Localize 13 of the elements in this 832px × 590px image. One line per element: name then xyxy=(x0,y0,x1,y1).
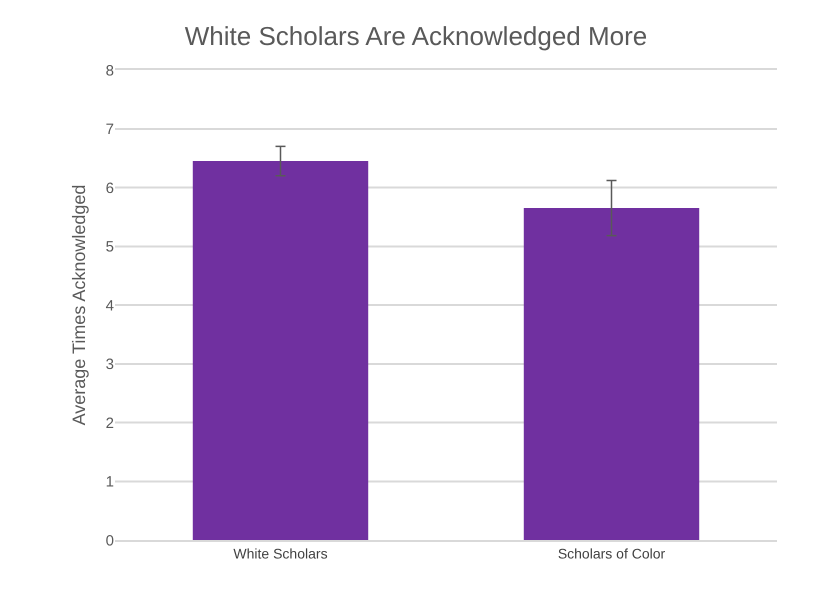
y-tick-label: 3 xyxy=(106,356,114,373)
y-axis-title: Average Times Acknowledged xyxy=(68,184,89,426)
y-tick-label: 8 xyxy=(106,62,114,80)
chart-title: White Scholars Are Acknowledged More xyxy=(184,20,648,51)
y-tick-label: 0 xyxy=(106,532,114,550)
y-tick-label: 1 xyxy=(106,474,114,490)
y-tick-label: 4 xyxy=(106,297,114,314)
y-tick-label: 2 xyxy=(106,414,114,432)
x-tick-label: Scholars of Color xyxy=(558,546,666,562)
y-tick-label: 7 xyxy=(106,121,114,138)
y-tick-label: 5 xyxy=(106,238,114,256)
y-tick-label: 6 xyxy=(106,180,114,197)
x-tick-label: White Scholars xyxy=(233,546,328,562)
